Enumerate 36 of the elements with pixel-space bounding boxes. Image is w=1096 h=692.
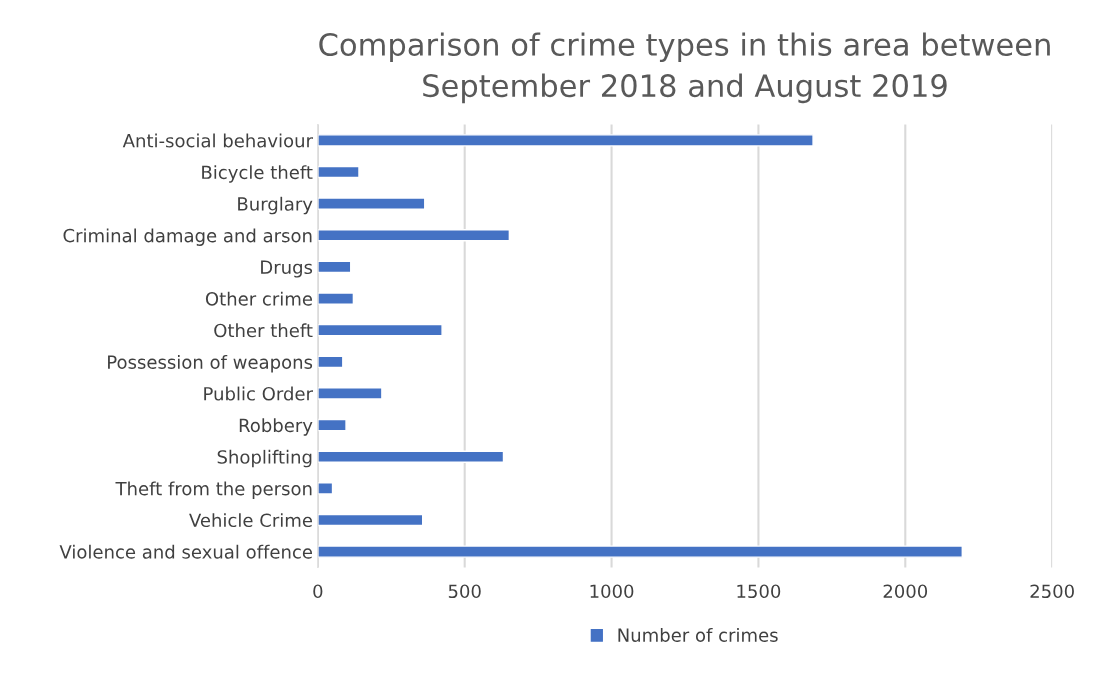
x-tick-label: 1500 <box>737 584 781 599</box>
bar <box>317 134 814 147</box>
bar <box>317 450 505 463</box>
bar <box>317 197 426 210</box>
bar <box>317 323 443 337</box>
y-tick-label: Violence and sexual offence <box>59 544 313 559</box>
x-tick-label: 0 <box>313 584 323 599</box>
bar <box>317 482 334 495</box>
bar <box>317 513 424 527</box>
bar <box>317 387 383 400</box>
y-tick-label: Other theft <box>214 323 313 338</box>
y-tick-label: Public Order <box>204 386 313 401</box>
y-tick-label: Criminal damage and arson <box>63 228 312 246</box>
bar <box>317 418 347 432</box>
y-tick-label: Drugs <box>261 260 313 278</box>
bar <box>317 292 355 305</box>
bar <box>317 355 344 369</box>
y-tick-label: Other crime <box>205 291 313 306</box>
y-tick-label: Burglary <box>238 196 313 215</box>
bar <box>317 229 511 242</box>
x-tick-label: 500 <box>448 584 481 599</box>
x-tick-label: 2500 <box>1030 584 1074 599</box>
x-tick-label: 1000 <box>590 584 634 599</box>
y-tick-label: Vehicle Crime <box>189 513 313 528</box>
x-tick-label: 2000 <box>883 584 928 599</box>
y-tick-label: Possession of weapons <box>108 354 313 373</box>
bar <box>317 545 963 558</box>
y-tick-label: Shoplifting <box>217 449 312 468</box>
y-tick-label: Robbery <box>239 418 313 436</box>
y-tick-label: Bicycle theft <box>202 165 313 183</box>
y-tick-label: Anti-social behaviour <box>122 133 313 148</box>
legend-label: Number of crimes <box>618 627 778 642</box>
bar <box>317 165 360 179</box>
bar <box>317 260 352 274</box>
y-tick-label: Theft from the person <box>115 481 312 499</box>
chart-title: Comparison of crime types in this area between September 2018 and August 2019 <box>319 32 1050 104</box>
